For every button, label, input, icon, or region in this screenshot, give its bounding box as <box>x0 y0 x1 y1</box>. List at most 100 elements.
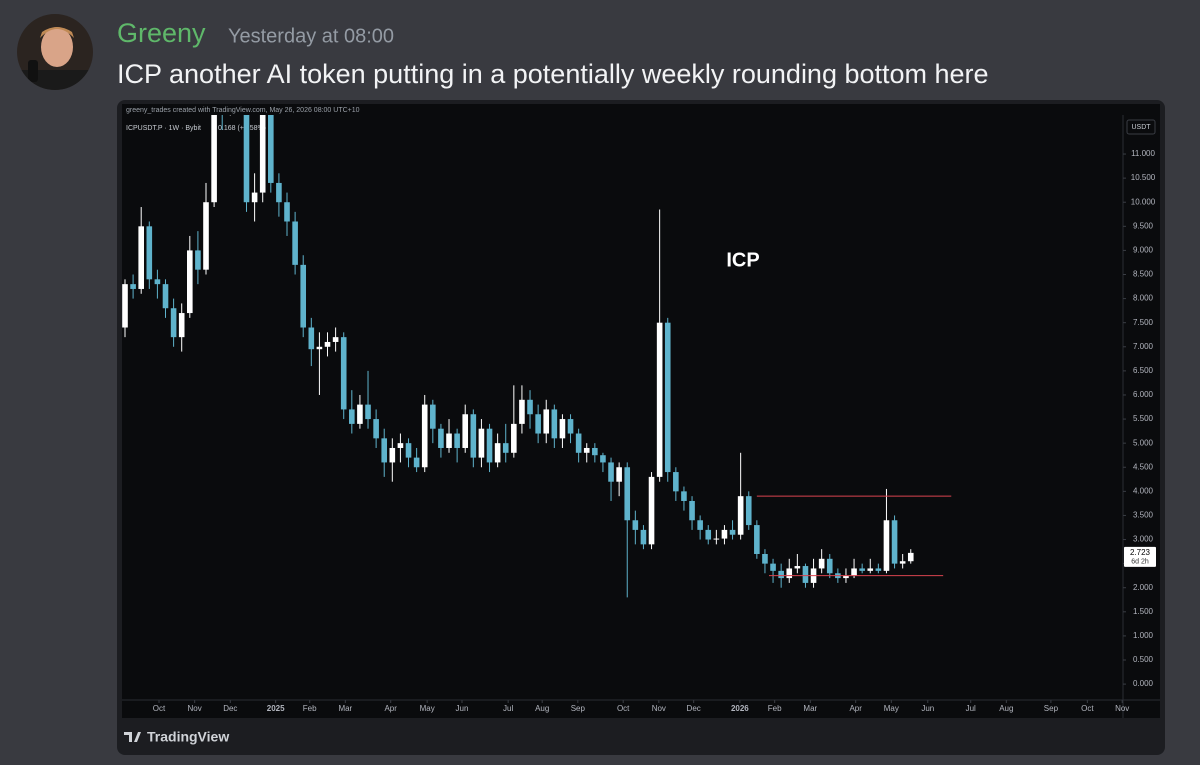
candle-body <box>292 221 298 265</box>
candle-body <box>519 399 525 424</box>
x-tick-label: Oct <box>1081 704 1094 713</box>
candle-body <box>729 529 736 535</box>
avatar[interactable] <box>17 14 93 90</box>
candle-body <box>162 284 169 309</box>
x-tick-label: Nov <box>652 704 666 713</box>
candle-body <box>762 553 768 564</box>
candle-body <box>454 433 460 448</box>
candle-body <box>203 202 209 270</box>
x-tick-label: Feb <box>768 704 782 713</box>
candle-body <box>770 563 776 571</box>
candle-body <box>527 399 533 415</box>
candle-body <box>891 520 898 564</box>
candle-body <box>486 428 493 463</box>
candle-body <box>875 568 882 571</box>
y-tick-label: 5.500 <box>1133 414 1154 423</box>
plot <box>122 115 952 598</box>
y-tick-label: 2.000 <box>1133 583 1154 592</box>
x-tick-label: Jun <box>921 704 934 713</box>
y-tick-label: 9.500 <box>1133 221 1154 230</box>
avatar-hair <box>40 27 74 38</box>
watermark: greeny_trades created with TradingView.c… <box>126 107 360 114</box>
candle-body <box>405 443 412 458</box>
candle-body <box>632 520 639 530</box>
candle-body <box>276 182 282 203</box>
candle-body <box>211 115 217 203</box>
x-tick-label: Dec <box>223 704 237 713</box>
candle-body <box>308 327 315 350</box>
avatar-mic <box>28 60 38 82</box>
candle-body <box>268 115 274 183</box>
candle-body <box>138 226 144 289</box>
candle-body <box>786 568 793 579</box>
candle-body <box>664 322 671 473</box>
candle-body <box>818 558 825 569</box>
candle-body <box>624 467 631 521</box>
y-tick-label: 1.500 <box>1133 607 1154 616</box>
x-tick-label: Oct <box>617 704 630 713</box>
candle-body <box>389 447 396 463</box>
branding: TradingView <box>147 729 229 745</box>
y-tick-label: 6.500 <box>1133 366 1154 375</box>
candle-body <box>656 322 663 477</box>
y-tick-label: 8.000 <box>1133 294 1154 303</box>
candle-body <box>357 404 363 424</box>
candle-body <box>397 443 404 448</box>
candle-body <box>470 414 477 458</box>
candle-body <box>130 284 136 289</box>
candle-body <box>122 284 128 328</box>
candle-body <box>745 496 752 526</box>
candle-body <box>899 561 906 564</box>
candle-body <box>883 520 890 571</box>
candle-body <box>648 476 655 545</box>
y-tick-label: 7.000 <box>1133 342 1154 351</box>
candle-body <box>421 404 428 468</box>
candle-body <box>284 202 290 222</box>
x-tick-label: Nov <box>188 704 202 713</box>
y-tick-label: 8.500 <box>1133 270 1154 279</box>
avatar-face <box>41 27 73 67</box>
currency: USDT <box>1131 124 1151 131</box>
x-tick-label: Nov <box>1115 704 1129 713</box>
candle-body <box>413 457 420 468</box>
currency-box[interactable] <box>1126 119 1156 135</box>
candle-body <box>195 250 201 270</box>
y-tick-label: 0.000 <box>1133 679 1154 688</box>
tv-logo <box>124 732 141 742</box>
y-tick-label: 5.000 <box>1133 438 1154 447</box>
candle-body <box>462 414 469 448</box>
y-tick-label: 6.000 <box>1133 390 1154 399</box>
candle-body <box>373 419 379 439</box>
last-price-box <box>1124 546 1156 567</box>
y-tick-label: 7.500 <box>1133 318 1154 327</box>
candle-body <box>438 428 444 448</box>
candle-body <box>754 525 760 554</box>
candle-body <box>178 313 185 338</box>
x-tick-label: Aug <box>999 704 1013 713</box>
candle-body <box>430 404 436 429</box>
candle-body <box>511 423 517 453</box>
x-tick-label: 2025 <box>267 704 285 713</box>
candle-body <box>154 279 161 285</box>
candle-body <box>349 409 355 424</box>
candle-body <box>478 428 485 458</box>
candle-body <box>778 570 784 579</box>
candle-body <box>802 566 809 583</box>
x-tick-label: 2026 <box>731 704 749 713</box>
candle-body <box>494 443 501 463</box>
annotation: ICP <box>726 249 759 271</box>
candle-body <box>300 264 307 328</box>
y-tick-label: 10.000 <box>1131 197 1156 206</box>
author-name[interactable]: Greeny <box>117 18 206 48</box>
candle-body <box>640 529 647 545</box>
candle-body <box>146 226 153 280</box>
x-tick-label: Aug <box>535 704 549 713</box>
y-tick-label: 1.000 <box>1133 631 1154 640</box>
message-text: ICP another AI token putting in a potent… <box>117 59 989 89</box>
candle-body <box>843 575 849 579</box>
candle-body <box>243 115 250 203</box>
candle-body <box>705 529 712 540</box>
candle-body <box>551 409 558 439</box>
